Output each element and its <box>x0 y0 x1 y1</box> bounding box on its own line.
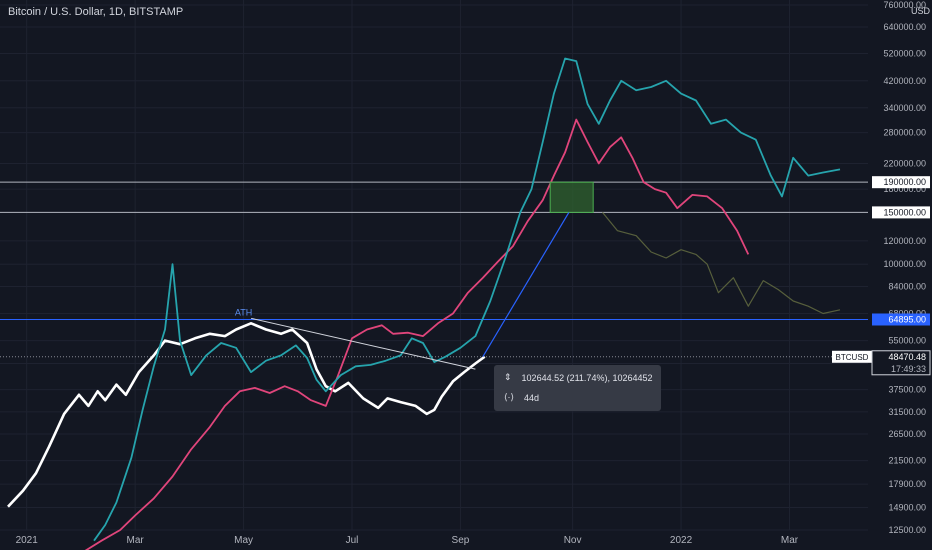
range-value: 102644.52 (211.74%), 10264452 <box>521 372 653 383</box>
x-tick-label: Mar <box>127 535 145 546</box>
price-label <box>872 313 930 326</box>
horizontal-lines <box>0 181 868 358</box>
x-tick-label: Jul <box>346 535 359 546</box>
y-tick-label: 100000.00 <box>883 259 926 269</box>
y-tick-label: 55000.00 <box>888 336 926 346</box>
y-tick-label: 220000.00 <box>883 158 926 168</box>
bars-count: 44d <box>524 392 540 403</box>
grid <box>0 0 868 531</box>
x-tick-label: 2022 <box>670 535 693 546</box>
projection-line[interactable] <box>482 212 570 358</box>
x-tick-label: Mar <box>781 535 799 546</box>
price-label <box>872 176 930 189</box>
symbol-title: Bitcoin / U.S. Dollar, 1D, BITSTAMP <box>8 6 184 18</box>
y-tick-label: 17900.00 <box>888 479 926 489</box>
last-price-value: 48470.48 <box>888 352 926 362</box>
symbol-tag <box>832 350 872 363</box>
y-tick-label: 26500.00 <box>888 429 926 439</box>
measure-tooltip: ⇕ 102644.52 (211.74%), 10264452 ⟨·⟩ 44d <box>494 365 661 411</box>
x-axis: 2021 Mar May Jul Sep Nov 2022 Mar <box>16 535 799 546</box>
y-tick-label: 14900.00 <box>888 503 926 513</box>
price-label-text: 64895.00 <box>888 314 926 324</box>
last-price-label <box>871 350 931 376</box>
series-line-pink <box>84 118 750 550</box>
y-tick-label: 84000.00 <box>888 282 926 292</box>
y-tick-label: 640000.00 <box>883 22 926 32</box>
series-line-white <box>7 322 486 508</box>
symbol-tag-text: BTCUSD <box>836 353 869 362</box>
price-labels: 190000.00 150000.00 64895.00 BTCUSD 48470.48… <box>832 176 931 376</box>
series-layer <box>7 57 841 550</box>
currency-label: USD <box>910 6 930 16</box>
y-axis: 760000.00 640000.00 520000.00 420000.00 3400… <box>883 0 926 535</box>
x-tick-label: Sep <box>452 535 470 546</box>
y-tick-label: 120000.00 <box>883 236 926 246</box>
y-tick-label: 280000.00 <box>883 128 926 138</box>
x-tick-label: Nov <box>564 535 582 546</box>
y-tick-label: 520000.00 <box>883 49 926 59</box>
bars-icon: ⟨·⟩ <box>504 392 515 402</box>
price-range-icon: ⇕ <box>504 372 512 382</box>
y-tick-label: 760000.00 <box>883 0 926 10</box>
drawing-overlay: ATH <box>235 181 594 370</box>
ath-label: ATH <box>235 307 252 317</box>
price-label-text: 150000.00 <box>883 207 926 217</box>
y-tick-label: 340000.00 <box>883 103 926 113</box>
y-tick-label: 21500.00 <box>888 456 926 466</box>
x-tick-label: May <box>234 535 253 546</box>
y-tick-label: 12500.00 <box>888 525 926 535</box>
y-tick-label: 37500.00 <box>888 385 926 395</box>
target-zone-box[interactable] <box>549 181 594 213</box>
trend-line[interactable] <box>250 317 476 370</box>
price-label <box>872 206 930 219</box>
y-tick-label: 31500.00 <box>888 407 926 417</box>
series-line-teal <box>93 57 841 542</box>
y-tick-label: 180000.00 <box>883 184 926 194</box>
x-tick-label: 2021 <box>16 535 39 546</box>
countdown: 17:49:33 <box>891 364 926 374</box>
price-label-text: 190000.00 <box>883 177 926 187</box>
series-line-olive <box>602 212 841 315</box>
y-tick-label: 420000.00 <box>883 76 926 86</box>
